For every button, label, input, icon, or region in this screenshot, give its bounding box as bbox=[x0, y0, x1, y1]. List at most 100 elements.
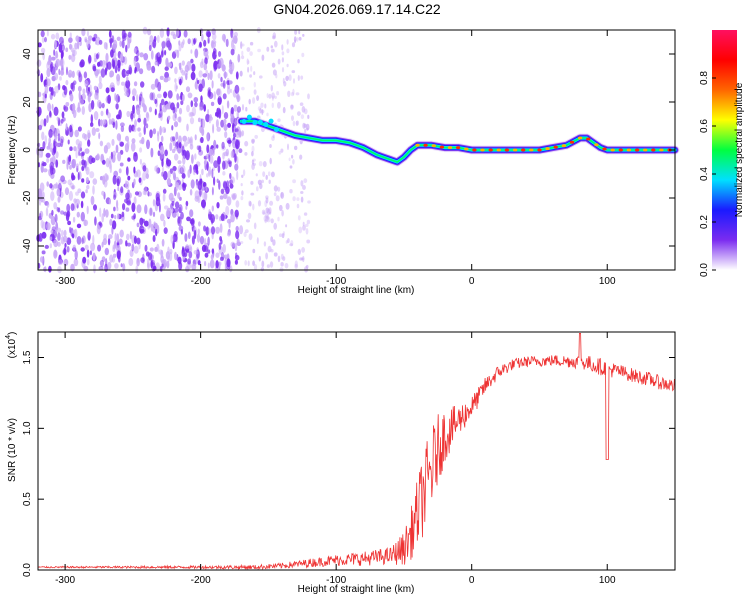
noise-speckle bbox=[202, 73, 208, 78]
noise-speckle bbox=[40, 219, 44, 229]
noise-speckle bbox=[183, 252, 188, 258]
noise-speckle bbox=[231, 194, 236, 201]
noise-speckle bbox=[303, 178, 308, 184]
noise-speckle bbox=[80, 191, 86, 199]
noise-speckle bbox=[120, 186, 124, 194]
noise-speckle bbox=[177, 192, 181, 200]
noise-speckle bbox=[110, 87, 115, 93]
noise-speckle bbox=[55, 52, 59, 59]
noise-speckle bbox=[182, 135, 188, 142]
noise-speckle bbox=[39, 256, 44, 263]
noise-speckle bbox=[154, 108, 157, 116]
noise-speckle bbox=[302, 122, 306, 129]
noise-speckle bbox=[116, 73, 121, 82]
noise-speckle bbox=[96, 153, 100, 160]
noise-speckle bbox=[74, 250, 78, 260]
noise-speckle bbox=[121, 68, 127, 78]
noise-speckle bbox=[207, 249, 211, 254]
noise-speckle bbox=[80, 200, 84, 209]
snr-scale-close: ) bbox=[7, 332, 18, 335]
noise-speckle bbox=[210, 101, 215, 107]
noise-speckle bbox=[174, 66, 178, 75]
noise-speckle bbox=[181, 145, 185, 154]
noise-speckle bbox=[147, 258, 150, 268]
noise-speckle bbox=[278, 233, 283, 237]
noise-speckle bbox=[290, 240, 294, 247]
noise-speckle bbox=[222, 243, 226, 253]
noise-speckle bbox=[230, 176, 235, 184]
noise-speckle bbox=[143, 105, 147, 113]
noise-speckle bbox=[301, 106, 306, 113]
noise-speckle bbox=[230, 107, 234, 115]
signal-peak-dot bbox=[496, 148, 501, 152]
noise-speckle bbox=[174, 153, 179, 161]
noise-speckle bbox=[198, 145, 202, 153]
noise-speckle bbox=[249, 74, 253, 78]
noise-speckle bbox=[44, 36, 47, 43]
noise-speckle bbox=[139, 158, 142, 165]
noise-speckle bbox=[292, 159, 295, 165]
noise-speckle bbox=[240, 131, 243, 137]
noise-speckle bbox=[287, 238, 290, 244]
noise-speckle bbox=[306, 239, 311, 244]
noise-speckle bbox=[69, 93, 74, 102]
noise-speckle bbox=[277, 118, 281, 122]
noise-speckle bbox=[119, 53, 124, 62]
noise-speckle bbox=[76, 40, 80, 50]
noise-speckle bbox=[182, 94, 185, 102]
noise-speckle bbox=[112, 150, 117, 157]
noise-speckle bbox=[128, 258, 134, 266]
noise-speckle bbox=[59, 76, 62, 81]
noise-speckle bbox=[230, 28, 234, 39]
noise-speckle bbox=[274, 95, 277, 100]
noise-speckle bbox=[144, 204, 148, 215]
noise-speckle bbox=[226, 218, 232, 224]
noise-speckle bbox=[270, 84, 273, 92]
noise-speckle bbox=[296, 203, 300, 209]
noise-speckle bbox=[72, 103, 76, 112]
noise-speckle bbox=[119, 149, 124, 155]
noise-speckle bbox=[163, 128, 166, 133]
noise-speckle bbox=[71, 175, 76, 181]
noise-speckle bbox=[307, 114, 310, 119]
noise-speckle bbox=[155, 228, 158, 237]
noise-speckle bbox=[54, 213, 58, 223]
noise-speckle bbox=[255, 173, 258, 177]
noise-speckle bbox=[174, 251, 177, 261]
noise-speckle bbox=[170, 102, 175, 111]
noise-speckle bbox=[157, 132, 160, 142]
noise-speckle bbox=[50, 33, 56, 40]
noise-speckle bbox=[236, 170, 239, 181]
noise-speckle bbox=[281, 67, 285, 73]
noise-speckle bbox=[117, 151, 122, 162]
noise-speckle bbox=[267, 171, 271, 177]
noise-speckle bbox=[248, 233, 253, 241]
noise-speckle bbox=[201, 127, 205, 137]
noise-speckle bbox=[209, 70, 213, 81]
noise-speckle bbox=[170, 31, 176, 36]
noise-speckle bbox=[211, 28, 216, 35]
noise-speckle bbox=[136, 49, 140, 57]
noise-speckle bbox=[143, 53, 149, 61]
y-tick-label: -20 bbox=[22, 190, 33, 205]
noise-speckle bbox=[87, 95, 90, 102]
noise-speckle bbox=[166, 178, 171, 186]
noise-speckle bbox=[156, 224, 160, 234]
noise-speckle bbox=[199, 106, 203, 111]
noise-speckle bbox=[54, 39, 57, 49]
noise-speckle bbox=[67, 139, 70, 145]
noise-speckle bbox=[150, 223, 154, 232]
noise-speckle bbox=[43, 118, 47, 127]
noise-speckle bbox=[70, 82, 74, 90]
x-tick-label: -100 bbox=[326, 276, 346, 287]
noise-speckle bbox=[237, 95, 241, 102]
noise-speckle bbox=[61, 50, 64, 58]
noise-speckle bbox=[163, 205, 169, 210]
noise-speckle bbox=[234, 37, 238, 45]
signal-peak-dot bbox=[447, 146, 453, 150]
noise-speckle bbox=[246, 47, 251, 52]
noise-speckle bbox=[173, 146, 178, 151]
noise-speckle bbox=[230, 213, 235, 223]
noise-speckle bbox=[211, 80, 214, 89]
noise-speckle bbox=[210, 226, 216, 235]
